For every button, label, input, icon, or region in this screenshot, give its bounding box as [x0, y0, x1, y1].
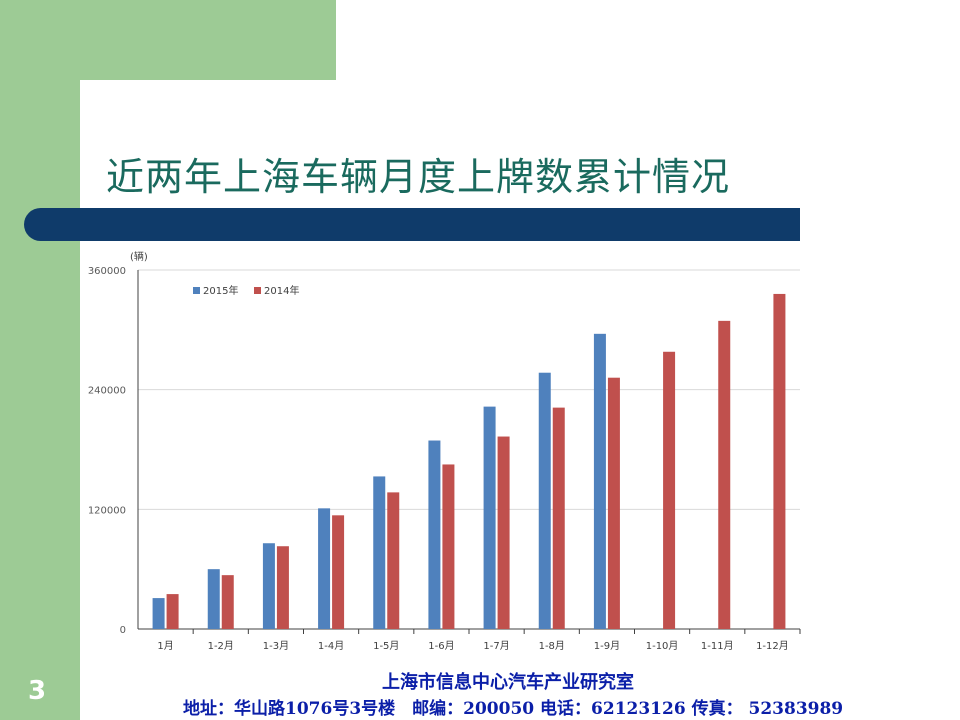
bar-2014: [221, 575, 234, 629]
bar-2015: [152, 598, 165, 629]
x-tick-label: 1-4月: [318, 640, 344, 652]
legend-swatch: [193, 287, 200, 294]
bar-2014: [497, 436, 510, 629]
legend-swatch: [254, 287, 261, 294]
y-unit-label: (辆): [130, 250, 148, 263]
x-tick-label: 1-5月: [373, 640, 399, 652]
bar-2015: [483, 406, 496, 629]
title-banner: [24, 208, 800, 241]
x-tick-label: 1-2月: [208, 640, 234, 652]
footer-organization: 上海市信息中心汽车产业研究室: [382, 672, 634, 693]
x-tick-label: 1-12月: [756, 640, 789, 652]
bar-2014: [332, 515, 345, 629]
x-tick-label: 1-11月: [701, 640, 734, 652]
bar-2014: [387, 492, 400, 629]
x-tick-label: 1-8月: [539, 640, 565, 652]
bar-2014: [276, 546, 289, 629]
x-tick-label: 1-6月: [428, 640, 454, 652]
x-tick-label: 1-9月: [594, 640, 620, 652]
bar-2015: [538, 372, 551, 629]
bar-2015: [207, 569, 220, 629]
bar-2014: [663, 351, 676, 629]
bar-2014: [718, 320, 731, 629]
green-side-bar: [0, 80, 80, 720]
y-tick-label: 0: [120, 625, 126, 636]
y-tick-label: 360000: [88, 266, 126, 277]
x-tick-label: 1-7月: [483, 640, 509, 652]
bar-2014: [552, 407, 565, 629]
footer-contact: 地址：华山路1076号3号楼 邮编：200050 电话：62123126 传真：…: [183, 699, 844, 719]
x-tick-label: 1月: [157, 640, 173, 652]
bar-2015: [428, 440, 441, 629]
bar-2015: [262, 543, 275, 629]
bar-2015: [318, 508, 331, 629]
bar-2014: [607, 377, 620, 629]
bar-2014: [166, 594, 179, 629]
legend-label: 2015年: [203, 284, 238, 297]
y-tick-label: 120000: [88, 505, 126, 516]
x-tick-label: 1-3月: [263, 640, 289, 652]
slide-title: 近两年上海车辆月度上牌数累计情况: [106, 155, 731, 199]
green-header-block: [0, 0, 336, 80]
y-tick-label: 240000: [88, 386, 126, 397]
bar-2015: [593, 333, 606, 629]
bar-2014: [442, 464, 455, 629]
x-tick-label: 1-10月: [646, 640, 679, 652]
bar-2014: [773, 293, 786, 629]
legend-label: 2014年: [264, 284, 299, 297]
page-number: 3: [28, 676, 47, 706]
bar-2015: [373, 476, 386, 629]
